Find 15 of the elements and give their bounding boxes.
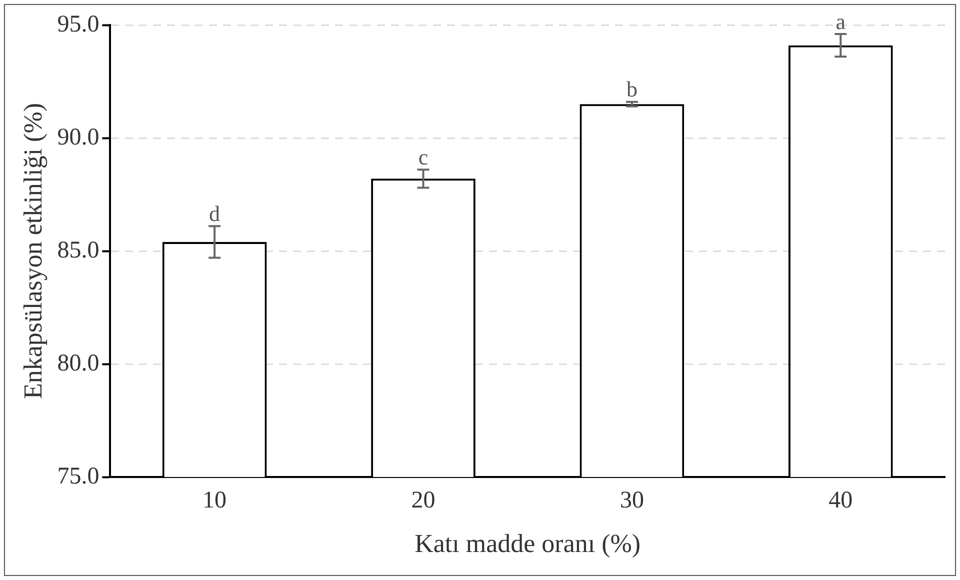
y-tick-label: 95.0 bbox=[57, 11, 100, 38]
annotation: a bbox=[836, 8, 846, 34]
annotation: b bbox=[626, 76, 638, 102]
annotation: c bbox=[418, 144, 428, 170]
x-tick-label: 30 bbox=[620, 488, 644, 514]
x-tick-label: 10 bbox=[202, 488, 227, 514]
y-tick-label: 85.0 bbox=[57, 237, 100, 264]
x-axis-title: Katı madde oranı (%) bbox=[414, 529, 641, 558]
x-tick-label: 20 bbox=[411, 488, 436, 514]
x-tick-label: 40 bbox=[828, 488, 853, 514]
y-tick-label: 75.0 bbox=[57, 463, 100, 490]
y-axis-title: Enkapsülasyon etkinliği (%) bbox=[18, 102, 48, 400]
annotation: d bbox=[209, 200, 220, 226]
y-tick-label: 80.0 bbox=[57, 350, 100, 376]
y-tick-label: 90.0 bbox=[57, 124, 100, 150]
